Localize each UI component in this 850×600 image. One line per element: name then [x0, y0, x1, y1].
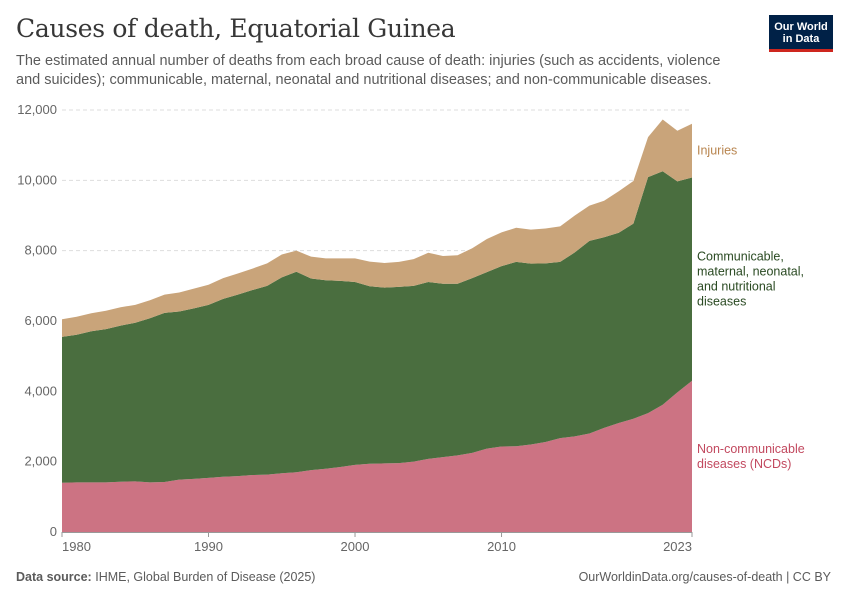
series-label-ncd: Non-communicable diseases (NCDs): [697, 442, 805, 471]
x-tick-label: 1990: [194, 539, 223, 554]
y-tick-label: 8,000: [24, 243, 57, 258]
x-tick-label: 1980: [62, 539, 91, 554]
x-axis: 1980 1990 2000 2010 2023: [61, 532, 693, 554]
data-source-label: Data source:: [16, 570, 92, 584]
source-url-link[interactable]: OurWorldinData.org/causes-of-death | CC …: [578, 570, 831, 584]
series-label-communicable: Communicable, maternal, neonatal, and nutr…: [697, 250, 804, 309]
y-tick-label: 12,000: [17, 102, 57, 117]
owid-logo[interactable]: Our World in Data: [769, 15, 833, 52]
y-tick-label: 10,000: [17, 172, 57, 187]
series-label-injuries: Injuries: [697, 144, 737, 158]
x-tick-label: 2010: [487, 539, 516, 554]
y-tick-label: 6,000: [24, 313, 57, 328]
area-communicable[interactable]: [62, 171, 692, 483]
y-tick-label: 0: [50, 524, 57, 539]
stacked-areas: [62, 119, 692, 532]
area-ncd[interactable]: [62, 380, 692, 532]
area-injuries[interactable]: [62, 119, 692, 337]
y-tick-label: 2,000: [24, 454, 57, 469]
chart-subtitle: The estimated annual number of deaths fr…: [16, 53, 721, 88]
x-tick-label: 2023: [663, 539, 692, 554]
chart-title: Causes of death, Equatorial Guinea: [16, 14, 456, 43]
data-source: Data source: IHME, Global Burden of Dise…: [16, 570, 315, 584]
logo-line-2: in Data: [782, 33, 820, 45]
y-axis: 0 2,000 4,000 6,000 8,000 10,000 12,000: [17, 102, 57, 539]
x-tick-label: 2000: [341, 539, 370, 554]
y-tick-label: 4,000: [24, 383, 57, 398]
series-labels: Non-communicable diseases (NCDs) Communica…: [697, 144, 805, 471]
data-source-text: IHME, Global Burden of Disease (2025): [95, 570, 316, 584]
logo-line-1: Our World: [774, 21, 828, 33]
